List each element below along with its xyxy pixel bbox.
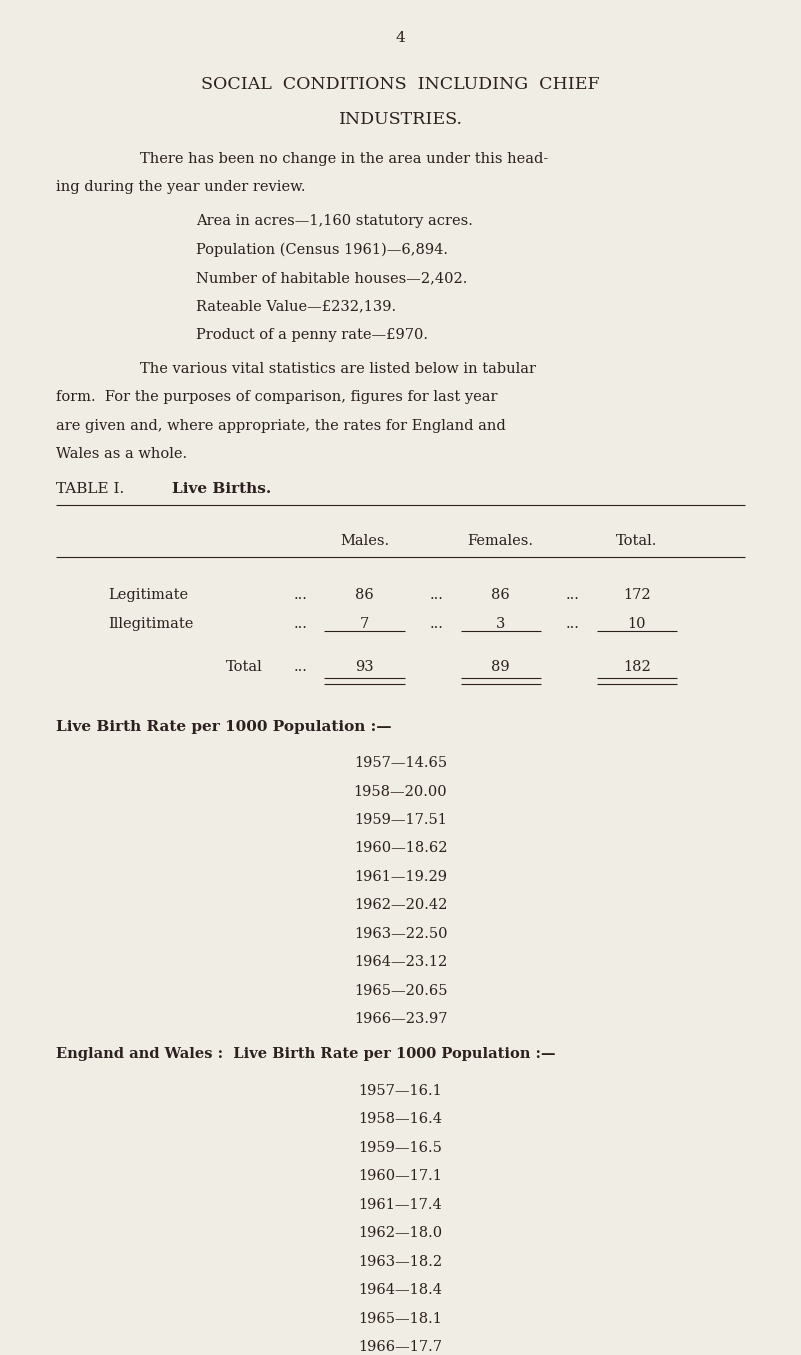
Text: 1958—20.00: 1958—20.00: [354, 785, 447, 798]
Text: Total.: Total.: [616, 534, 658, 547]
Text: ...: ...: [566, 617, 580, 630]
Text: 1966—17.7: 1966—17.7: [359, 1340, 442, 1354]
Text: 1958—16.4: 1958—16.4: [359, 1112, 442, 1126]
Text: 1959—16.5: 1959—16.5: [359, 1141, 442, 1154]
Text: England and Wales :  Live Birth Rate per 1000 Population :—: England and Wales : Live Birth Rate per …: [56, 1047, 556, 1061]
Text: 1961—19.29: 1961—19.29: [354, 870, 447, 883]
Text: 1957—16.1: 1957—16.1: [359, 1084, 442, 1098]
Text: are given and, where appropriate, the rates for England and: are given and, where appropriate, the ra…: [56, 419, 505, 432]
Text: 3: 3: [496, 617, 505, 630]
Text: Live Birth Rate per 1000 Population :—: Live Birth Rate per 1000 Population :—: [56, 720, 392, 733]
Text: SOCIAL  CONDITIONS  INCLUDING  CHIEF: SOCIAL CONDITIONS INCLUDING CHIEF: [201, 76, 600, 93]
Text: 1962—20.42: 1962—20.42: [354, 898, 447, 912]
Text: 1966—23.97: 1966—23.97: [354, 1012, 447, 1026]
Text: 10: 10: [627, 617, 646, 630]
Text: 1963—22.50: 1963—22.50: [354, 927, 447, 940]
Text: 7: 7: [360, 617, 369, 630]
Text: 1965—18.1: 1965—18.1: [359, 1312, 442, 1325]
Text: Number of habitable houses—2,402.: Number of habitable houses—2,402.: [196, 271, 468, 285]
Text: 172: 172: [623, 588, 650, 602]
Text: INDUSTRIES.: INDUSTRIES.: [339, 111, 462, 129]
Text: Area in acres—1,160 statutory acres.: Area in acres—1,160 statutory acres.: [196, 214, 473, 228]
Text: 86: 86: [491, 588, 510, 602]
Text: ...: ...: [293, 660, 308, 673]
Text: Wales as a whole.: Wales as a whole.: [56, 447, 187, 461]
Text: ...: ...: [429, 617, 444, 630]
Text: 1962—18.0: 1962—18.0: [358, 1226, 443, 1240]
Text: Legitimate: Legitimate: [108, 588, 188, 602]
Text: Population (Census 1961)—6,894.: Population (Census 1961)—6,894.: [196, 243, 449, 257]
Text: form.  For the purposes of comparison, figures for last year: form. For the purposes of comparison, fi…: [56, 390, 497, 404]
Text: Live Births.: Live Births.: [172, 482, 272, 496]
Text: 182: 182: [623, 660, 650, 673]
Text: 93: 93: [355, 660, 374, 673]
Text: Females.: Females.: [468, 534, 533, 547]
Text: TABLE I.: TABLE I.: [56, 482, 124, 496]
Text: Males.: Males.: [340, 534, 389, 547]
Text: 1963—18.2: 1963—18.2: [358, 1255, 443, 1268]
Text: The various vital statistics are listed below in tabular: The various vital statistics are listed …: [140, 362, 536, 375]
Text: 86: 86: [355, 588, 374, 602]
Text: ...: ...: [293, 617, 308, 630]
Text: Illegitimate: Illegitimate: [108, 617, 194, 630]
Text: 1961—17.4: 1961—17.4: [359, 1198, 442, 1211]
Text: 4: 4: [396, 31, 405, 45]
Text: ing during the year under review.: ing during the year under review.: [56, 180, 305, 194]
Text: 1957—14.65: 1957—14.65: [354, 756, 447, 770]
Text: Total: Total: [226, 660, 263, 673]
Text: ...: ...: [429, 588, 444, 602]
Text: Product of a penny rate—£970.: Product of a penny rate—£970.: [196, 328, 429, 341]
Text: 1965—20.65: 1965—20.65: [354, 984, 447, 997]
Text: Rateable Value—£232,139.: Rateable Value—£232,139.: [196, 299, 396, 313]
Text: ...: ...: [566, 588, 580, 602]
Text: 1960—18.62: 1960—18.62: [354, 841, 447, 855]
Text: 1959—17.51: 1959—17.51: [354, 813, 447, 827]
Text: ...: ...: [293, 588, 308, 602]
Text: 1964—23.12: 1964—23.12: [354, 955, 447, 969]
Text: 89: 89: [491, 660, 510, 673]
Text: 1960—17.1: 1960—17.1: [359, 1169, 442, 1183]
Text: There has been no change in the area under this head-: There has been no change in the area und…: [140, 152, 549, 165]
Text: 1964—18.4: 1964—18.4: [359, 1283, 442, 1297]
